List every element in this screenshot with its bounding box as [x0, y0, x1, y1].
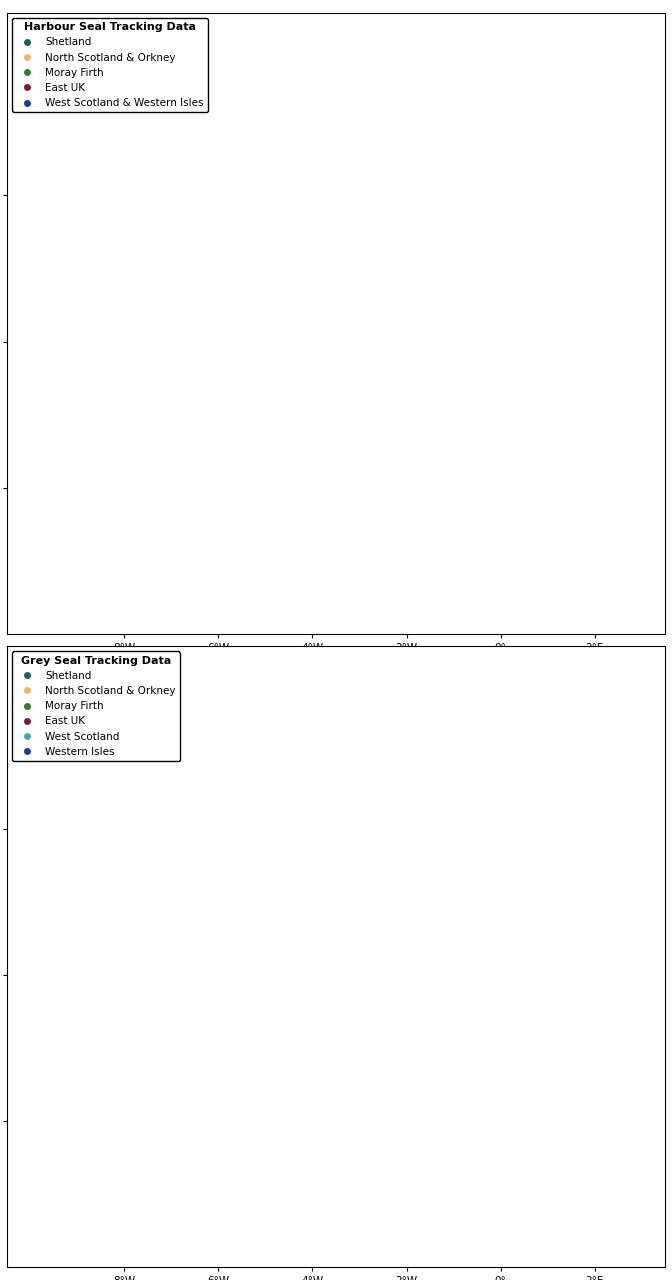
Text: (a): (a) [21, 42, 49, 60]
Legend: Shetland, North Scotland & Orkney, Moray Firth, East UK, West Scotland & Western: Shetland, North Scotland & Orkney, Moray… [12, 18, 208, 113]
Legend: Shetland, North Scotland & Orkney, Moray Firth, East UK, West Scotland, Western : Shetland, North Scotland & Orkney, Moray… [12, 652, 180, 762]
Text: (b): (b) [21, 676, 50, 694]
